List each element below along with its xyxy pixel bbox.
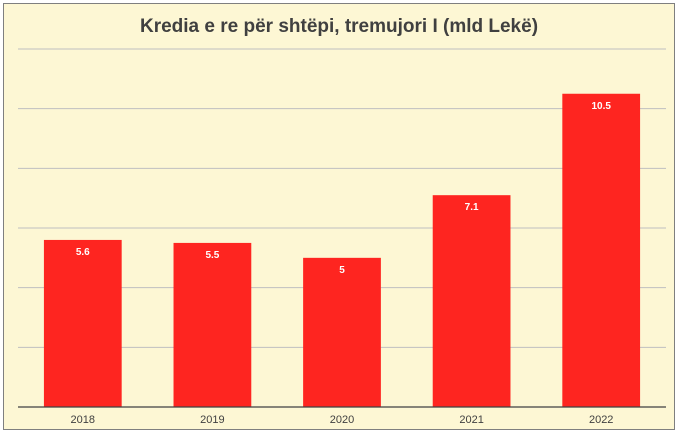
x-tick-label: 2021: [459, 414, 483, 426]
bar: [173, 242, 252, 407]
data-label: 5.5: [205, 250, 219, 261]
bar: [432, 195, 511, 407]
chart-frame: Kredia e re për shtëpi, tremujori I (mld…: [3, 3, 675, 430]
x-tick-label: 2018: [71, 414, 95, 426]
data-label: 5: [339, 265, 345, 276]
data-label: 10.5: [591, 101, 611, 112]
x-tick-label: 2019: [200, 414, 224, 426]
x-tick-labels: 2018 2019 2020 2021 2022: [71, 414, 614, 426]
data-labels: 5.6 5.5 5 7.1 10.5: [76, 101, 612, 276]
x-tick-label: 2020: [330, 414, 354, 426]
bar: [562, 93, 641, 407]
chart-title: Kredia e re për shtëpi, tremujori I (mld…: [139, 16, 539, 37]
data-label: 5.6: [76, 247, 90, 258]
bar: [303, 257, 381, 407]
bar: [43, 239, 122, 407]
data-label: 7.1: [465, 202, 479, 213]
plot-area: 2018 2019 2020 2021 2022 5.6 5.5 5 7.1 10.5: [18, 48, 666, 426]
x-tick-label: 2022: [589, 414, 613, 426]
bar-series: [43, 93, 641, 407]
